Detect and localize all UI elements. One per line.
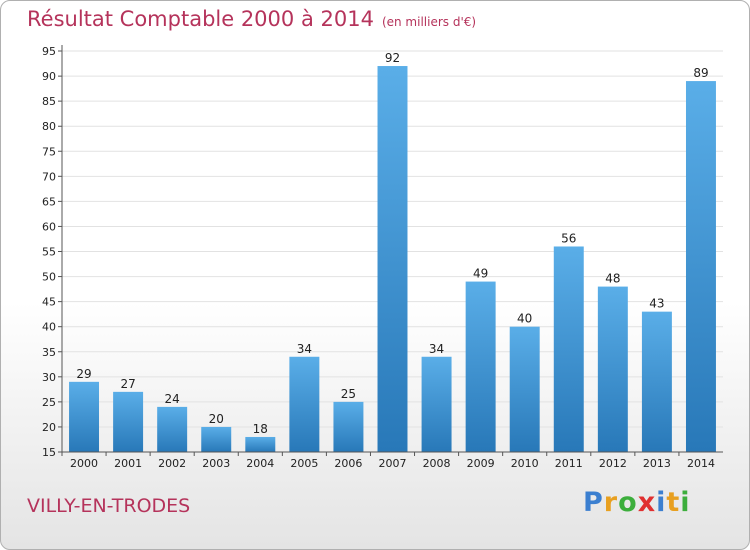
data-label-2014: 89 — [693, 66, 708, 80]
bar-2003 — [201, 426, 232, 452]
chart-title-text: Résultat Comptable 2000 à 2014 — [27, 7, 374, 31]
y-tick-label: 45 — [42, 296, 56, 309]
y-tick-label: 40 — [42, 321, 56, 334]
x-tick-label: 2006 — [334, 457, 362, 470]
data-label-2005: 34 — [297, 342, 312, 356]
x-tick-label: 2013 — [643, 457, 671, 470]
logo-letter: i — [680, 487, 691, 518]
y-tick-label: 35 — [42, 346, 56, 359]
data-label-2009: 49 — [473, 267, 488, 281]
bar-2011 — [553, 246, 584, 452]
x-tick-label: 2011 — [555, 457, 583, 470]
x-tick-label: 2012 — [599, 457, 627, 470]
axes — [61, 45, 723, 453]
x-tick-label: 2010 — [511, 457, 539, 470]
y-tick-label: 30 — [42, 371, 56, 384]
y-tick-label: 90 — [42, 70, 56, 83]
y-tick-label: 95 — [42, 45, 56, 58]
data-label-2002: 24 — [165, 392, 180, 406]
x-tick-label: 2001 — [114, 457, 142, 470]
y-tick-label: 60 — [42, 220, 56, 233]
data-label-2007: 92 — [385, 51, 400, 65]
logo-letter: P — [583, 487, 604, 518]
data-label-2004: 18 — [253, 422, 268, 436]
proxiti-logo: Proxiti — [583, 487, 691, 518]
bar-2009 — [465, 281, 496, 452]
city-name: VILLY-EN-TRODES — [27, 495, 191, 517]
x-tick-label: 2014 — [687, 457, 715, 470]
y-tick-label: 15 — [42, 446, 56, 459]
y-tick-label: 65 — [42, 195, 56, 208]
bar-2005 — [289, 356, 320, 452]
data-labels: 29 27 24 20 18 34 25 92 34 49 40 56 48 43 89 — [76, 51, 708, 436]
y-tick-label: 55 — [42, 246, 56, 259]
logo-letter: o — [618, 487, 638, 518]
logo-letter: r — [603, 487, 619, 518]
bar-2004 — [245, 436, 276, 452]
y-tick-label: 70 — [42, 170, 56, 183]
y-tick-label: 85 — [42, 95, 56, 108]
bars — [69, 66, 716, 452]
bar-2012 — [597, 286, 628, 452]
logo-letter: i — [656, 487, 667, 518]
x-tick-label: 2002 — [158, 457, 186, 470]
bar-2006 — [333, 401, 364, 452]
y-tick-label: 75 — [42, 145, 56, 158]
bar-2007 — [377, 66, 408, 452]
bar-2002 — [157, 406, 188, 452]
data-label-2011: 56 — [561, 231, 576, 245]
bar-2000 — [69, 381, 100, 452]
x-tick-label: 2009 — [467, 457, 495, 470]
data-label-2013: 43 — [649, 297, 664, 311]
data-label-2006: 25 — [341, 387, 356, 401]
x-axis-ticks: 2000 2001 2002 2003 2004 2005 2006 2007 2008 2009… — [61, 452, 715, 470]
y-tick-label: 50 — [42, 271, 56, 284]
bar-2001 — [113, 391, 144, 452]
bar-2013 — [641, 311, 672, 452]
x-tick-label: 2000 — [70, 457, 98, 470]
chart-subtitle: (en milliers d'€) — [381, 15, 477, 29]
x-tick-label: 2007 — [379, 457, 407, 470]
x-tick-label: 2004 — [246, 457, 274, 470]
data-label-2000: 29 — [76, 367, 91, 381]
x-tick-label: 2008 — [423, 457, 451, 470]
bar-2010 — [509, 326, 540, 452]
y-tick-label: 25 — [42, 396, 56, 409]
data-label-2001: 27 — [120, 377, 135, 391]
bar-2008 — [421, 356, 452, 452]
y-tick-label: 20 — [42, 421, 56, 434]
x-tick-label: 2005 — [290, 457, 318, 470]
y-tick-label: 80 — [42, 120, 56, 133]
logo-letter: t — [666, 487, 681, 518]
y-axis-ticks: 15 20 25 30 35 40 45 50 55 60 65 70 75 80 85 90 95 — [42, 45, 62, 459]
x-tick-label: 2003 — [202, 457, 230, 470]
bar-2014 — [685, 81, 716, 452]
logo-letter: x — [637, 487, 657, 518]
data-label-2008: 34 — [429, 342, 444, 356]
data-label-2012: 48 — [605, 272, 620, 286]
data-label-2003: 20 — [209, 412, 224, 426]
data-label-2010: 40 — [517, 312, 532, 326]
chart-title: Résultat Comptable 2000 à 2014 (en millie… — [27, 7, 476, 31]
